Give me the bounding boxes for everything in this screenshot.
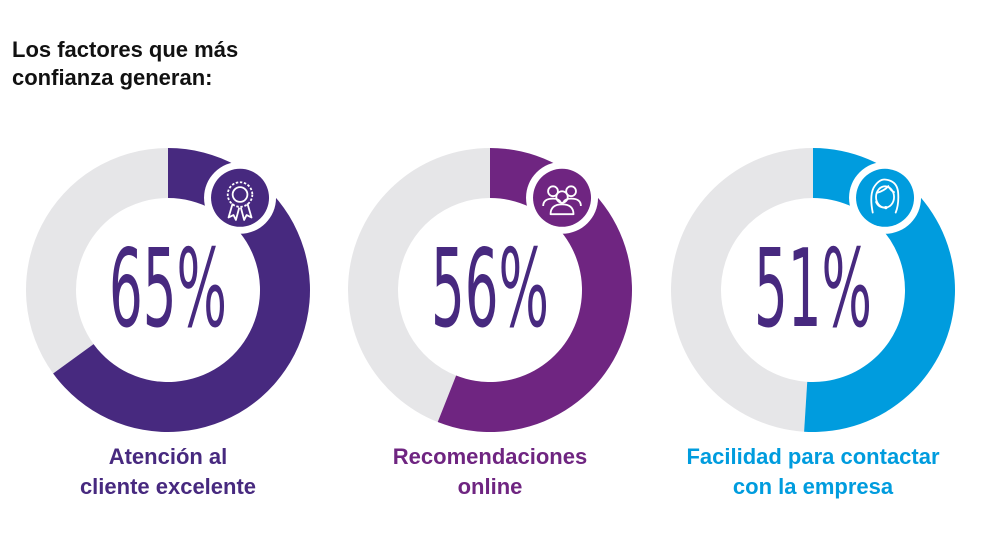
caption-line: Atención al [108,444,228,469]
caption-line: con la empresa [732,474,894,499]
donut-track [348,148,490,423]
caption-line: Recomendaciones [392,444,588,469]
ribbon-award-icon [204,161,277,234]
caption-facilidad: Facilidad para contactar con la empresa [663,442,963,502]
donut-chart-atencion: 65% [26,148,311,432]
caption-line: cliente excelente [79,474,257,499]
caption-line: Facilidad para contactar [686,444,940,469]
donut-panel-facilidad: 51% Facilidad para contactar con la empr… [663,140,963,520]
title-line-2: confianza generan: [12,65,213,90]
donut-track [26,148,169,374]
page-title: Los factores que más confianza generan: [12,36,238,92]
donut-chart-facilidad: 51% [671,148,956,433]
value-label-facilidad: 51% [754,227,872,352]
caption-atencion: Atención al cliente excelente [18,442,318,502]
caption-recomendaciones: Recomendaciones online [340,442,640,502]
donut-panel-atencion: 65% Atención al cliente excelente [18,140,318,520]
donut-panel-recomendaciones: 56% Recomendaciones online [340,140,640,520]
value-label-atencion: 65% [109,227,227,352]
donut-arc-facilidad [804,148,956,433]
title-line-1: Los factores que más [12,37,239,62]
donut-chart-recomendaciones: 56% [348,148,632,432]
caption-line: online [457,474,523,499]
value-label-recomendaciones: 56% [431,227,549,352]
people-group-icon [526,161,599,234]
donut-track [671,148,813,432]
support-agent-icon [849,161,922,234]
